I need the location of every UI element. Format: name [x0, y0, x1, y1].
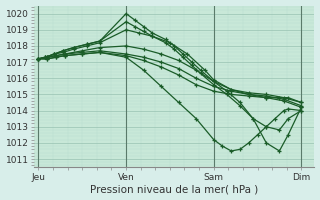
X-axis label: Pression niveau de la mer( hPa ): Pression niveau de la mer( hPa ): [90, 184, 259, 194]
